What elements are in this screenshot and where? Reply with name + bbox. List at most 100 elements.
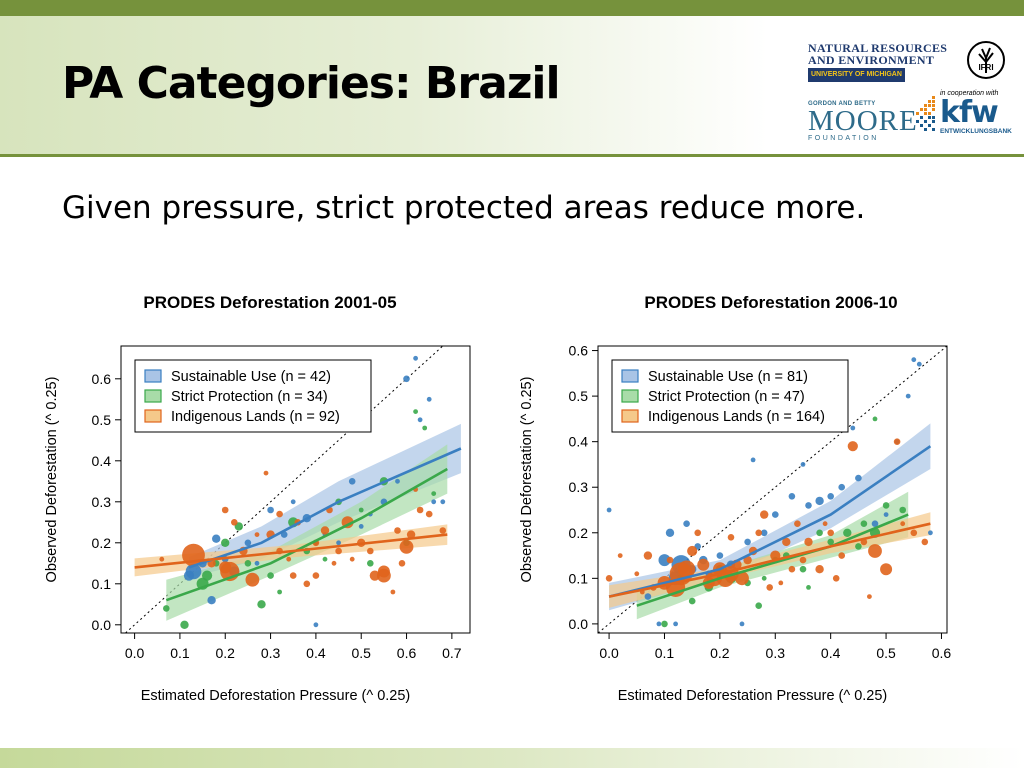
chart1-indigenous-point bbox=[847, 441, 858, 452]
chart0-x-tick-label: 0.2 bbox=[216, 645, 236, 661]
chart1-indigenous-point bbox=[827, 529, 834, 537]
chart1-indigenous-point bbox=[868, 544, 882, 558]
chart0-y-tick-label: 0.5 bbox=[92, 412, 112, 428]
chart0-legend-swatch-sustainable bbox=[144, 369, 162, 383]
chart1-indigenous-point bbox=[687, 545, 698, 557]
chart1-indigenous-confidence-band bbox=[609, 512, 931, 608]
chart1-sustainable-point bbox=[760, 529, 768, 537]
chart1-y-axis-label: Observed Deforestation (^ 0.25) bbox=[519, 377, 535, 583]
chart1-strict-point bbox=[882, 502, 890, 509]
chart0-indigenous-point bbox=[416, 506, 424, 514]
chart0-sustainable-point bbox=[426, 396, 432, 402]
chart0-indigenous-point bbox=[398, 560, 406, 567]
chart0-indigenous-point bbox=[263, 470, 269, 476]
chart0-legend-box bbox=[134, 359, 372, 433]
chart1-sustainable-point bbox=[772, 511, 779, 518]
chart0-strict-point bbox=[322, 556, 328, 562]
chart0-x-tick-label: 0.1 bbox=[170, 645, 190, 661]
chart1-sustainable-point bbox=[656, 621, 662, 627]
chart0-y-tick-label: 0.0 bbox=[92, 617, 112, 633]
chart0-strict-point bbox=[413, 409, 418, 414]
chart1-legend: Sustainable Use (n = 81) Strict Protectio… bbox=[611, 359, 849, 433]
chart1-sustainable-point bbox=[805, 502, 812, 509]
chart0-sustainable-point bbox=[417, 417, 423, 423]
chart1-indigenous-fit-line bbox=[608, 522, 931, 598]
chart1-strict-point bbox=[816, 529, 823, 537]
chart0-sustainable-point bbox=[431, 499, 437, 505]
chart1-indigenous-point bbox=[755, 529, 762, 537]
chart0-strict-point bbox=[202, 570, 213, 581]
chart0-indigenous-point bbox=[369, 570, 380, 581]
chart-2006-10-svg: PRODES Deforestation 2006-10 0.0 0.1 0.2 0.3… bbox=[519, 293, 952, 704]
chart1-sustainable-point bbox=[838, 483, 845, 491]
chart0-legend-swatch-strict bbox=[144, 389, 162, 403]
chart0-y-tick-label: 0.4 bbox=[92, 453, 112, 469]
chart1-sustainable-point bbox=[850, 425, 856, 431]
chart0-strict-point bbox=[277, 589, 282, 595]
chart1-x-tick-label: 0.6 bbox=[932, 645, 952, 661]
chart1-y-tick-label: 0.5 bbox=[569, 388, 589, 404]
chart0-strict-fit-line bbox=[165, 467, 448, 602]
chart1-legend-swatch-indigenous bbox=[621, 409, 639, 423]
chart1-sustainable-point bbox=[788, 493, 796, 500]
chart0-plot-border bbox=[120, 345, 471, 634]
chart1-strict-point bbox=[799, 565, 807, 573]
chart1-indigenous-point bbox=[617, 553, 623, 558]
chart0-strict-point bbox=[221, 538, 230, 547]
chart1-x-tick-label: 0.0 bbox=[599, 645, 619, 661]
kfw-dot-mark-icon bbox=[912, 94, 940, 136]
chart1-indigenous-point bbox=[804, 537, 813, 547]
ifri-logo-text: IFRI bbox=[978, 63, 993, 72]
chart0-indigenous-point bbox=[245, 572, 260, 587]
chart0-x-tick-label: 0.0 bbox=[125, 645, 145, 661]
chart1-indigenous-point bbox=[782, 537, 791, 547]
chart1-indigenous-point bbox=[794, 520, 801, 527]
chart1-plot-border bbox=[597, 345, 948, 634]
chart0-legend-swatch-indigenous bbox=[144, 409, 162, 423]
chart0-strict-point bbox=[257, 600, 266, 609]
chart1-sustainable-point bbox=[716, 552, 724, 559]
chart1-strict-point bbox=[872, 416, 878, 422]
nre-logo: NATURAL RESOURCES AND ENVIRONMENT UNIVER… bbox=[808, 42, 948, 82]
chart0-indigenous-point bbox=[231, 519, 238, 526]
chart1-indigenous-point bbox=[867, 594, 872, 599]
chart0-sustainable-point bbox=[358, 524, 364, 529]
chart1-indigenous-point bbox=[766, 584, 773, 591]
chart1-strict-point bbox=[761, 575, 767, 581]
chart0-indigenous-point bbox=[254, 532, 260, 537]
chart1-indigenous-point bbox=[727, 534, 735, 541]
chart1-sustainable-fit-line bbox=[608, 445, 932, 598]
chart0-y-tick-label: 0.6 bbox=[92, 371, 112, 387]
chart0-legend-label-indigenous: Indigenous Lands (n = 92) bbox=[171, 409, 340, 425]
chart1-sustainable-point bbox=[606, 507, 612, 513]
chart0-indigenous-point bbox=[159, 556, 165, 562]
chart0-sustainable-point bbox=[440, 499, 446, 505]
moore-logo-line2: MOORE bbox=[808, 105, 918, 137]
chart1-indigenous-point bbox=[921, 538, 929, 546]
chart0-y-tick-label: 0.2 bbox=[92, 535, 112, 551]
top-accent-bar bbox=[0, 0, 1024, 16]
chart1-strict-point bbox=[843, 528, 852, 537]
chart0-indigenous-point bbox=[286, 556, 292, 562]
slide-subtitle: Given pressure, strict protected areas r… bbox=[62, 190, 866, 226]
chart1-legend-label-strict: Strict Protection (n = 47) bbox=[648, 389, 805, 405]
chart1-sustainable-point bbox=[916, 361, 922, 367]
chart1-y-tick-label: 0.6 bbox=[569, 343, 589, 359]
chart0-x-tick-label: 0.6 bbox=[397, 645, 417, 661]
chart0-strict-point bbox=[267, 572, 274, 579]
chart0-indigenous-point bbox=[367, 547, 374, 555]
chart1-indigenous-point bbox=[799, 556, 807, 564]
chart1-indigenous-point bbox=[822, 521, 828, 527]
chart1-indigenous-point bbox=[694, 529, 701, 537]
bottom-accent-bar bbox=[0, 748, 1024, 768]
chart0-indigenous-point bbox=[289, 572, 297, 579]
chart1-sustainable-point bbox=[871, 520, 879, 527]
chart0-strict-point bbox=[163, 605, 170, 612]
chart1-indigenous-point bbox=[760, 510, 769, 519]
chart1-strict-point bbox=[688, 597, 696, 605]
chart1-sustainable-point bbox=[855, 474, 862, 482]
moore-logo-line3: FOUNDATION bbox=[808, 135, 879, 142]
chart0-sustainable-point bbox=[267, 506, 274, 514]
chart0-x-tick-label: 0.7 bbox=[442, 645, 462, 661]
slide-title: PA Categories: Brazil bbox=[62, 58, 561, 109]
